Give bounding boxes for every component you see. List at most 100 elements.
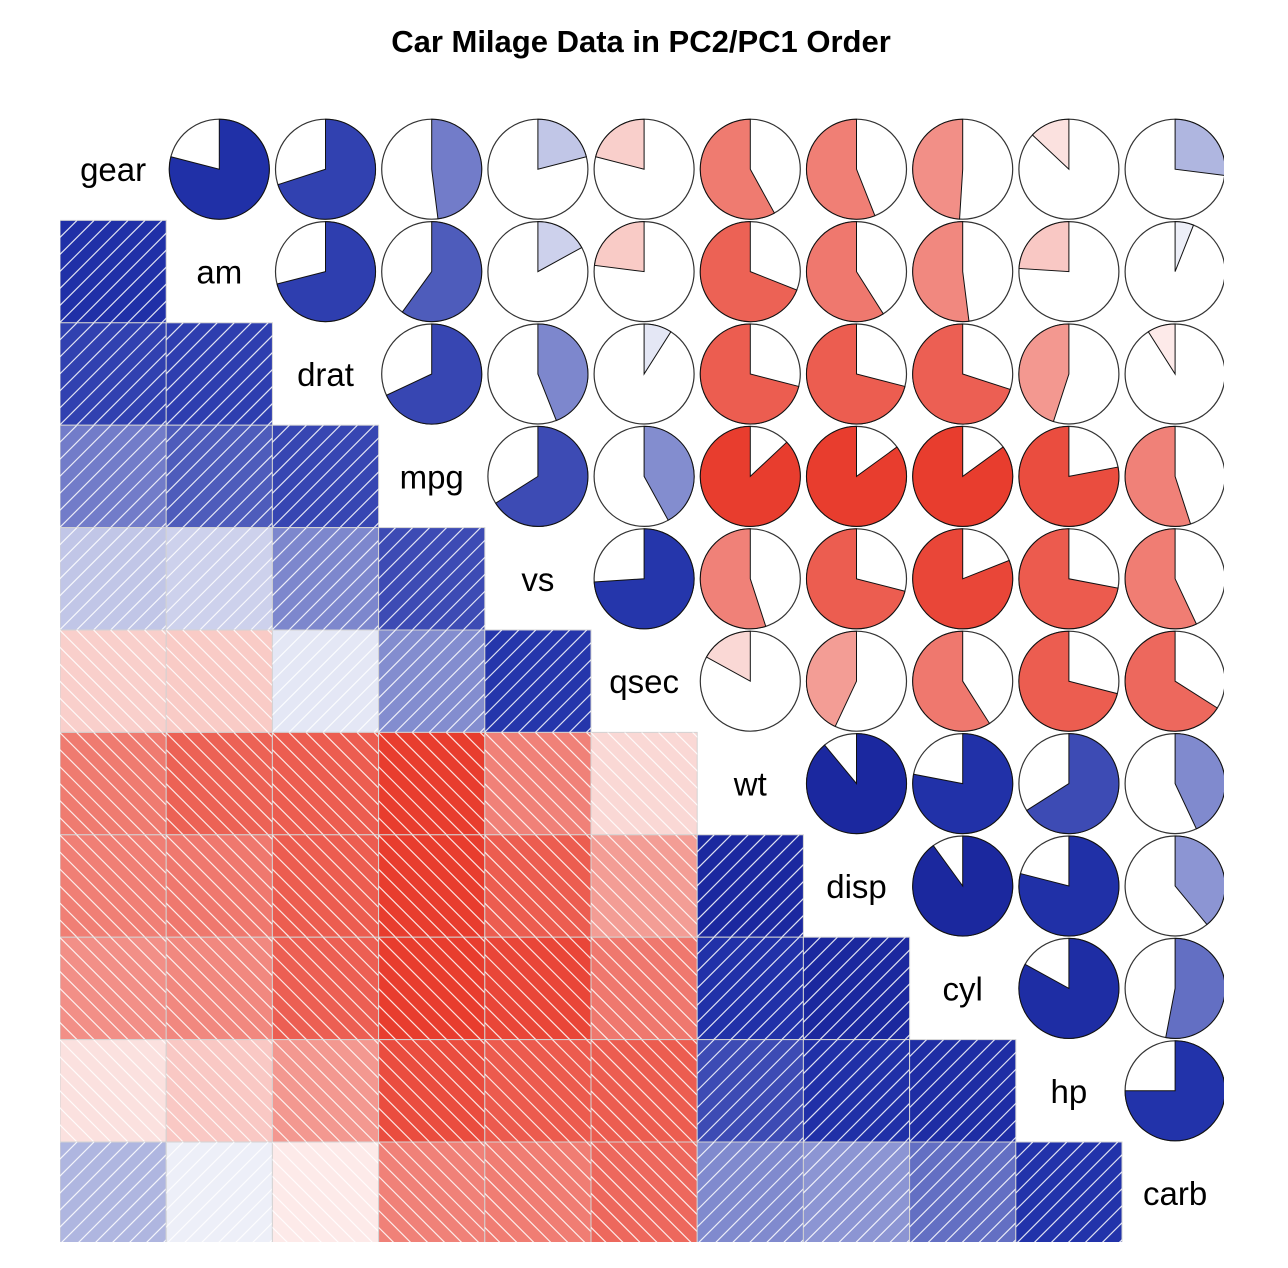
pie-cell-am-vs	[487, 221, 589, 323]
shade-cell-qsec-mpg	[378, 629, 486, 733]
pie-slice	[643, 323, 672, 376]
shade-hatch	[378, 1039, 485, 1142]
shade-cell-wt-qsec	[590, 731, 698, 836]
pie-slice	[806, 323, 906, 425]
shade-hatch	[272, 527, 379, 630]
pie-cell-am-disp	[805, 221, 908, 323]
variable-label-vs: vs	[521, 561, 554, 598]
shade-cell-disp-drat	[271, 834, 380, 938]
pie-cell-drat-vs	[487, 323, 589, 425]
shade-cell-wt-mpg	[378, 731, 486, 836]
pie-slice	[1124, 1040, 1224, 1142]
shade-hatch	[378, 937, 485, 1040]
shade-cell-carb-am	[165, 1141, 273, 1242]
shade-hatch	[60, 527, 167, 630]
shade-hatch	[484, 630, 591, 733]
pie-slice	[276, 221, 376, 323]
shade-cell-carb-drat	[271, 1141, 380, 1242]
pie-cell-gear-carb	[1124, 118, 1224, 220]
pie-slice	[595, 118, 645, 170]
shade-hatch	[591, 834, 698, 938]
shade-hatch	[697, 1039, 804, 1142]
shade-cell-carb-cyl	[909, 1141, 1017, 1242]
pie-cell-drat-hp	[1018, 323, 1120, 425]
shade-cell-hp-disp	[802, 1039, 911, 1143]
pie-slice	[168, 118, 270, 220]
pie-slice	[912, 323, 1011, 425]
shade-cell-cyl-gear	[60, 936, 167, 1041]
shade-cell-disp-am	[165, 834, 273, 938]
pie-cell-cyl-hp	[1018, 937, 1120, 1040]
pie-cell-am-carb	[1124, 221, 1224, 323]
pie-cell-mpg-vs	[487, 425, 589, 527]
pie-slice	[1124, 630, 1219, 732]
pie-cell-am-cyl	[912, 221, 1014, 323]
pie-cell-am-wt	[699, 221, 801, 323]
pie-slice	[643, 425, 695, 521]
shade-hatch	[591, 732, 698, 835]
shade-hatch	[60, 937, 167, 1040]
pie-cell-vs-hp	[1018, 528, 1120, 630]
pie-cell-gear-am	[168, 118, 270, 220]
shade-hatch	[272, 1142, 379, 1242]
shade-hatch	[166, 322, 273, 426]
pie-slice	[1174, 835, 1224, 926]
shade-hatch	[60, 425, 167, 528]
shade-hatch	[591, 937, 698, 1040]
shade-cell-carb-hp	[1015, 1141, 1123, 1242]
pie-cell-gear-vs	[487, 118, 589, 220]
diagonal-labels: gear am drat mpg vs qsec wt disp cyl hp carb	[80, 151, 1207, 1212]
shade-hatch	[484, 1039, 591, 1142]
shade-hatch	[272, 630, 379, 733]
shade-cell-disp-qsec	[590, 834, 698, 938]
shade-hatch	[697, 1142, 804, 1242]
shade-hatch	[484, 834, 591, 938]
pie-cell-mpg-carb	[1124, 425, 1224, 527]
shade-fill	[271, 1141, 380, 1242]
shade-hatch	[60, 220, 167, 323]
shade-hatch	[272, 425, 379, 528]
pie-cell-vs-qsec	[593, 528, 695, 630]
pie-slice	[1174, 118, 1224, 176]
shade-cell-cyl-vs	[484, 936, 592, 1041]
shade-hatch	[591, 1142, 698, 1242]
shade-hatch	[60, 1039, 167, 1142]
variable-label-disp: disp	[826, 868, 887, 905]
chart-title: Car Milage Data in PC2/PC1 Order	[391, 24, 891, 59]
pie-slice	[699, 221, 798, 323]
pie-slice	[385, 323, 483, 425]
pie-slice	[593, 221, 645, 273]
shade-cell-qsec-drat	[271, 629, 380, 733]
shade-cell-hp-cyl	[909, 1039, 1017, 1143]
pie-slice	[806, 733, 907, 835]
pie-slice	[593, 528, 695, 630]
pie-slice	[912, 835, 1014, 937]
pie-slice	[1174, 221, 1195, 272]
pie-slice	[806, 425, 907, 527]
pie-cell-mpg-qsec	[593, 425, 695, 527]
pie-cell-disp-carb	[1124, 835, 1224, 937]
shade-cell-hp-drat	[271, 1039, 380, 1143]
shade-hatch	[60, 732, 167, 835]
variable-label-mpg: mpg	[400, 458, 464, 495]
shade-hatch	[166, 630, 273, 733]
pie-slice	[699, 425, 801, 527]
pie-cell-vs-disp	[805, 528, 908, 630]
shade-cell-qsec-gear	[60, 629, 167, 733]
shade-cell-qsec-vs	[484, 629, 592, 733]
shade-hatch	[803, 1142, 910, 1242]
shade-hatch	[697, 834, 804, 938]
shade-cell-hp-qsec	[590, 1039, 698, 1143]
shade-cell-qsec-am	[165, 629, 273, 733]
shade-cell-carb-qsec	[590, 1141, 698, 1242]
pie-slice	[705, 630, 751, 683]
pie-cell-qsec-cyl	[912, 630, 1014, 732]
shade-cell-hp-vs	[484, 1039, 592, 1143]
pie-cell-gear-qsec	[593, 118, 695, 220]
pie-cell-gear-cyl	[912, 118, 1014, 220]
shade-cell-wt-am	[165, 731, 273, 836]
shade-cell-hp-wt	[696, 1039, 804, 1143]
shade-fill	[590, 1141, 698, 1242]
shade-cell-drat-am	[165, 322, 273, 426]
pie-slice	[806, 528, 906, 630]
